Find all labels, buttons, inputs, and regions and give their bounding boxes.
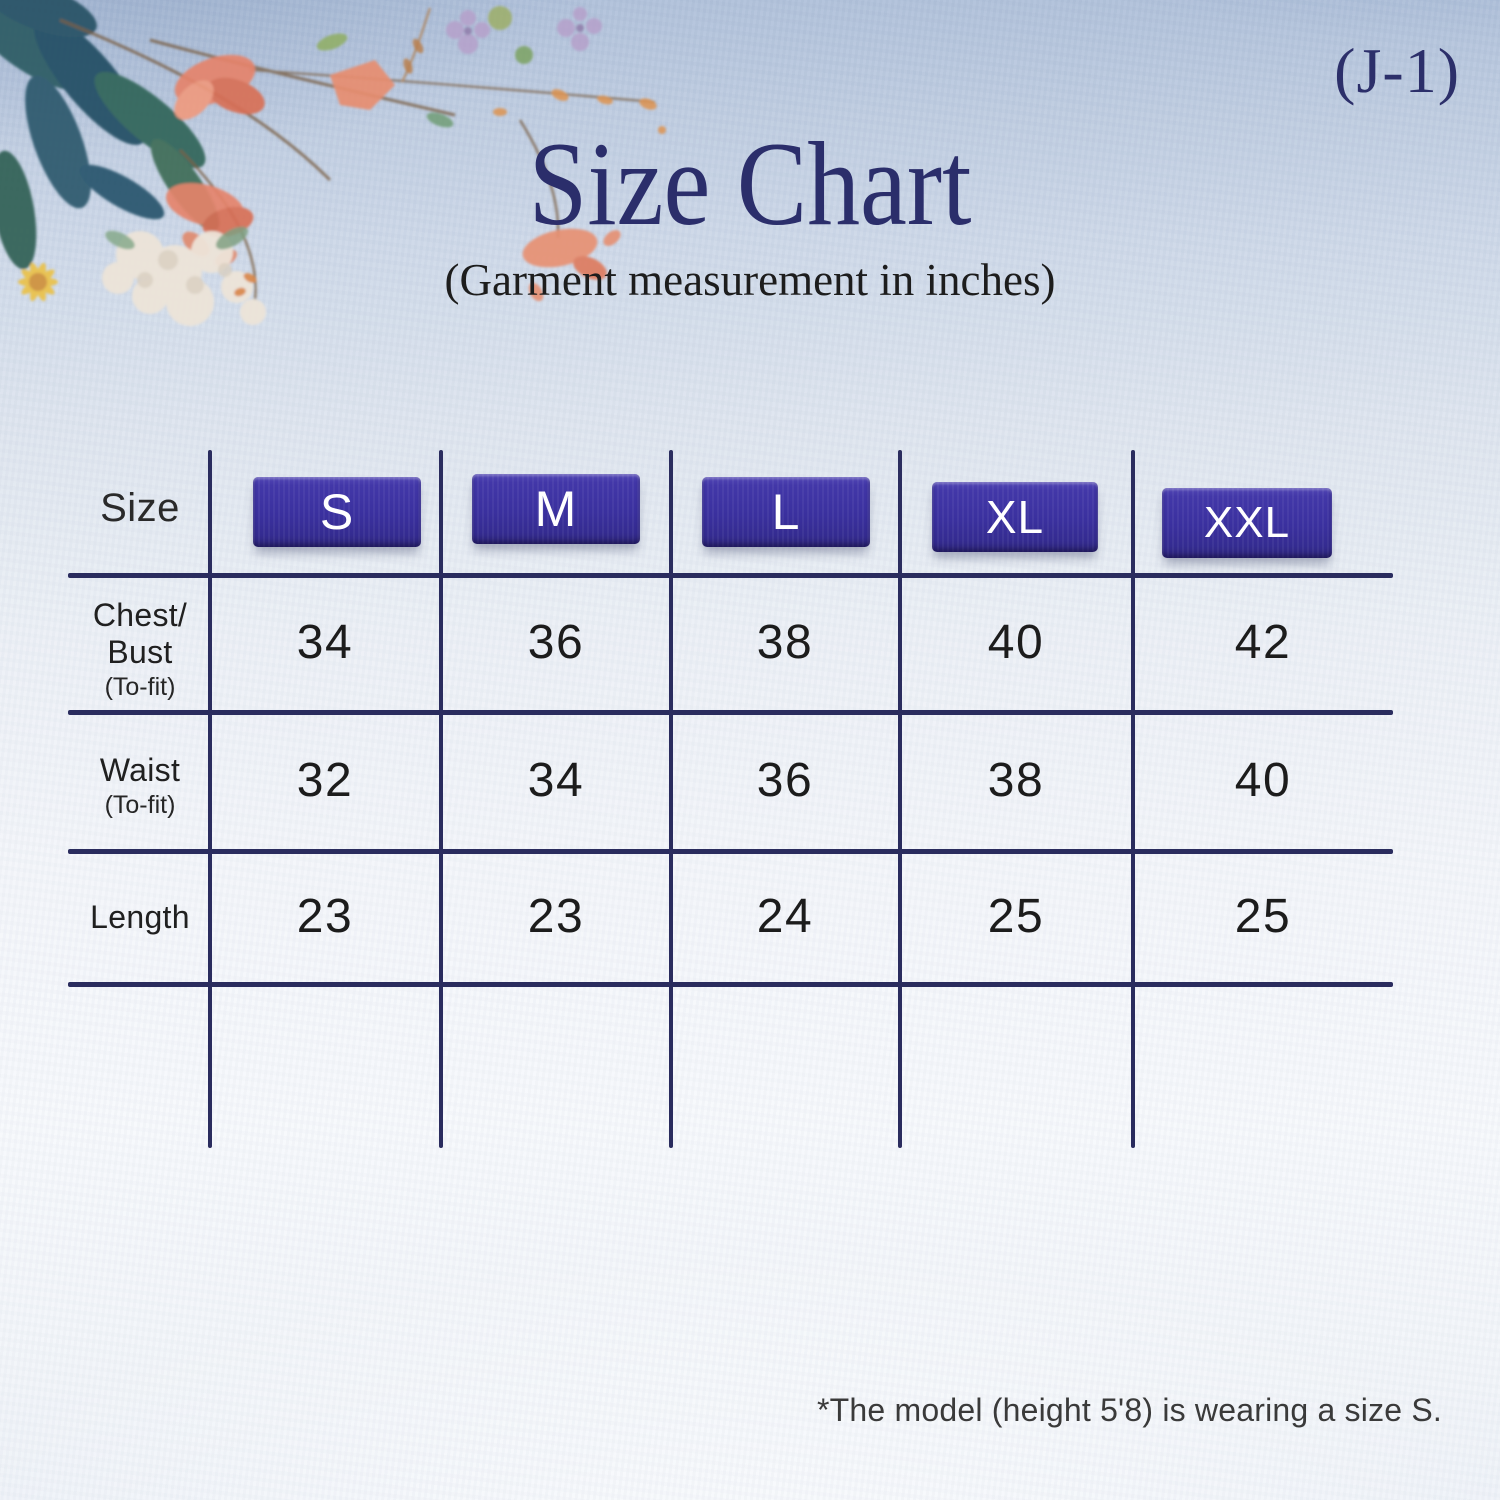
size-badge-xl: XL — [932, 482, 1098, 552]
size-badge-s-label: S — [319, 484, 355, 540]
row-label-line: Length — [90, 899, 190, 935]
row-label-line: Chest/ — [92, 597, 188, 633]
table-grid-line — [898, 450, 902, 1148]
row-label-length: Length — [52, 896, 228, 938]
cell-waist-m: 34 — [527, 754, 585, 807]
table-grid-line — [669, 450, 673, 1148]
cell-waist-xl: 38 — [987, 754, 1045, 807]
size-badge-s: S — [253, 477, 421, 547]
cell-length-m: 23 — [527, 890, 585, 943]
size-badge-l: L — [702, 477, 870, 547]
cell-length-l: 24 — [756, 890, 814, 943]
size-badge-xxl: XXL — [1162, 488, 1332, 558]
table-grid-line — [68, 710, 1393, 715]
cell-waist-s: 32 — [296, 754, 354, 807]
cell-length-xl: 25 — [987, 890, 1045, 943]
row-sublabel: (To-fit) — [104, 791, 176, 819]
table-grid-line — [68, 849, 1393, 854]
size-column-header: Size — [100, 486, 180, 530]
table-grid-line — [1131, 450, 1135, 1148]
row-label-chest-bust: Chest/ Bust (To-fit) — [52, 597, 228, 704]
cell-chest-xl: 40 — [987, 616, 1045, 669]
table-grid-line — [68, 982, 1393, 987]
cell-length-xxl: 25 — [1234, 890, 1292, 943]
cell-length-s: 23 — [296, 890, 354, 943]
row-label-waist: Waist (To-fit) — [52, 752, 228, 822]
model-size-footnote: *The model (height 5'8) is wearing a siz… — [817, 1392, 1442, 1428]
cell-chest-l: 38 — [756, 616, 814, 669]
cell-chest-xxl: 42 — [1234, 616, 1292, 669]
table-grid-line — [68, 573, 1393, 578]
row-label-line: Bust — [107, 634, 173, 670]
size-badge-xxl-label: XXL — [1203, 498, 1291, 547]
size-badge-l-label: L — [771, 484, 801, 540]
size-badge-m: M — [472, 474, 640, 544]
page-subtitle: (Garment measurement in inches) — [444, 255, 1056, 305]
row-label-line: Waist — [99, 752, 181, 788]
cell-chest-m: 36 — [527, 616, 585, 669]
cell-waist-xxl: 40 — [1234, 754, 1292, 807]
cell-waist-l: 36 — [756, 754, 814, 807]
product-code-label: (J-1) — [1334, 35, 1460, 106]
table-grid-line — [208, 450, 212, 1148]
row-sublabel: (To-fit) — [104, 673, 176, 701]
table-grid-line — [439, 450, 443, 1148]
size-badge-m-label: M — [534, 481, 578, 537]
size-badge-xl-label: XL — [985, 491, 1045, 543]
cell-chest-s: 34 — [296, 616, 354, 669]
page-title: Size Chart — [528, 117, 972, 250]
